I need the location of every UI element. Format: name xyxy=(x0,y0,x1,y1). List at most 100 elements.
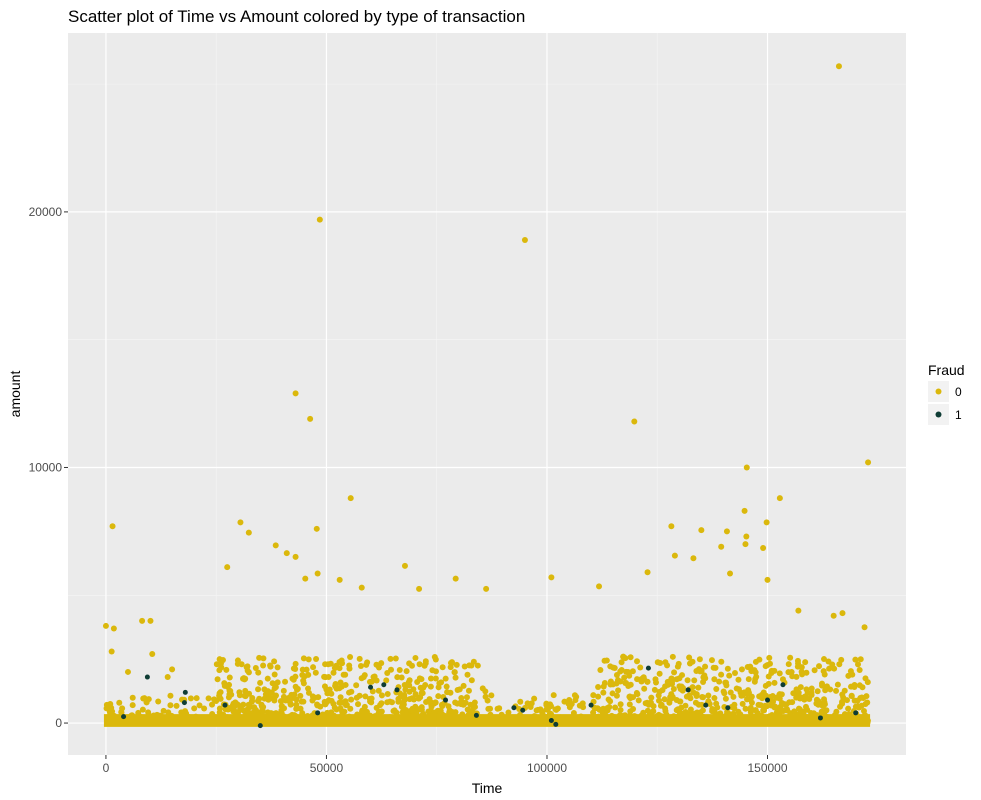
data-point-nonfraud xyxy=(245,701,252,708)
data-point-nonfraud xyxy=(300,655,307,662)
data-point-nonfraud xyxy=(783,701,790,708)
data-point-nonfraud xyxy=(820,668,827,675)
data-point-nonfraud xyxy=(630,706,637,713)
data-point-nonfraud xyxy=(336,658,343,665)
data-point-nonfraud xyxy=(274,664,281,671)
data-point-nonfraud xyxy=(191,705,198,712)
data-point-nonfraud xyxy=(833,708,840,715)
data-point-nonfraud xyxy=(714,704,721,711)
data-point-nonfraud xyxy=(464,671,471,678)
data-point-fraud xyxy=(121,714,127,720)
data-point-nonfraud xyxy=(362,693,369,700)
data-point-nonfraud xyxy=(782,707,789,714)
data-point-nonfraud xyxy=(214,676,221,683)
data-point-nonfraud xyxy=(690,555,697,562)
data-point-nonfraud xyxy=(264,688,271,695)
data-point-nonfraud xyxy=(657,660,664,667)
data-point-fraud xyxy=(181,700,187,706)
data-point-nonfraud xyxy=(313,656,320,663)
data-point-nonfraud xyxy=(798,664,805,671)
data-point-nonfraud xyxy=(726,672,733,679)
data-point-nonfraud xyxy=(373,677,380,684)
data-point-nonfraud xyxy=(392,655,399,662)
data-point-nonfraud xyxy=(416,585,423,592)
data-point-nonfraud xyxy=(811,667,818,674)
data-point-nonfraud xyxy=(416,661,423,668)
data-point-nonfraud xyxy=(305,656,312,663)
data-point-nonfraud xyxy=(834,681,841,688)
data-point-nonfraud xyxy=(278,707,285,714)
data-point-fraud xyxy=(473,712,479,718)
data-point-nonfraud xyxy=(644,569,651,576)
data-point-nonfraud xyxy=(316,216,323,223)
data-point-nonfraud xyxy=(429,667,436,674)
data-point-nonfraud xyxy=(620,653,627,660)
data-point-nonfraud xyxy=(644,678,651,685)
data-point-nonfraud xyxy=(447,664,454,671)
data-point-nonfraud xyxy=(260,662,267,669)
data-point-nonfraud xyxy=(730,693,737,700)
data-point-nonfraud xyxy=(617,701,624,708)
data-point-nonfraud xyxy=(406,688,413,695)
data-point-nonfraud xyxy=(711,695,718,702)
data-point-nonfraud xyxy=(448,659,455,666)
data-point-nonfraud xyxy=(854,661,861,668)
data-point-nonfraud xyxy=(274,679,281,686)
data-point-nonfraud xyxy=(129,694,136,701)
data-point-nonfraud xyxy=(394,674,401,681)
data-point-nonfraud xyxy=(216,690,223,697)
data-point-nonfraud xyxy=(462,699,469,706)
data-point-nonfraud xyxy=(165,709,172,716)
data-point-nonfraud xyxy=(856,682,863,689)
data-point-nonfraud xyxy=(710,664,717,671)
data-point-nonfraud xyxy=(836,661,843,668)
data-point-nonfraud xyxy=(383,677,390,684)
data-point-nonfraud xyxy=(803,695,810,702)
data-point-nonfraud xyxy=(267,662,274,669)
data-point-nonfraud xyxy=(739,700,746,707)
data-point-nonfraud xyxy=(147,617,154,624)
data-point-nonfraud xyxy=(648,694,655,701)
data-point-nonfraud xyxy=(617,678,624,685)
data-point-nonfraud xyxy=(386,698,393,705)
data-point-nonfraud xyxy=(326,686,333,693)
data-point-fraud xyxy=(315,710,321,716)
data-point-nonfraud xyxy=(743,533,750,540)
data-point-nonfraud xyxy=(696,656,703,663)
data-point-nonfraud xyxy=(401,681,408,688)
data-point-nonfraud xyxy=(617,707,624,714)
data-point-nonfraud xyxy=(785,661,792,668)
data-point-nonfraud xyxy=(657,702,664,709)
data-point-nonfraud xyxy=(141,695,148,702)
data-point-nonfraud xyxy=(601,657,608,664)
y-axis: 0 10000 20000 xyxy=(29,205,68,730)
data-point-nonfraud xyxy=(390,708,397,715)
data-point-nonfraud xyxy=(245,529,252,536)
data-point-nonfraud xyxy=(109,523,116,530)
data-point-nonfraud xyxy=(722,695,729,702)
data-point-nonfraud xyxy=(533,707,540,714)
data-point-nonfraud xyxy=(271,658,278,665)
data-point-nonfraud xyxy=(668,523,675,530)
data-point-nonfraud xyxy=(347,705,354,712)
data-point-nonfraud xyxy=(107,700,114,707)
data-point-nonfraud xyxy=(747,709,754,716)
data-point-nonfraud xyxy=(590,692,597,699)
data-point-nonfraud xyxy=(322,674,329,681)
data-point-nonfraud xyxy=(338,683,345,690)
data-point-nonfraud xyxy=(348,696,355,703)
data-point-fraud xyxy=(780,682,786,688)
data-point-nonfraud xyxy=(762,682,769,689)
data-point-nonfraud xyxy=(237,704,244,711)
data-point-nonfraud xyxy=(479,685,486,692)
data-point-nonfraud xyxy=(432,699,439,706)
data-point-fraud xyxy=(394,687,400,693)
data-point-nonfraud xyxy=(630,694,637,701)
data-point-nonfraud xyxy=(723,679,730,686)
data-point-nonfraud xyxy=(346,662,353,669)
data-point-nonfraud xyxy=(626,701,633,708)
data-point-nonfraud xyxy=(822,707,829,714)
data-point-nonfraud xyxy=(671,552,678,559)
data-point-nonfraud xyxy=(464,706,471,713)
